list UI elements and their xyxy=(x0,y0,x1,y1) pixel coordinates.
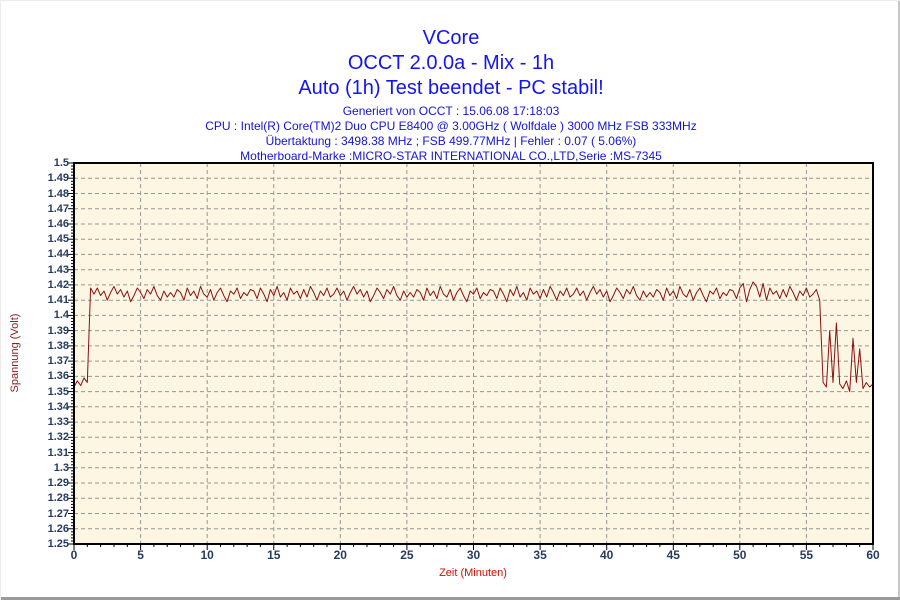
y-tick-label: 1.33 xyxy=(47,416,69,429)
y-tick-label: 1.45 xyxy=(47,233,69,246)
y-tick-label: 1.5 xyxy=(53,157,69,169)
x-tick-label: 25 xyxy=(400,548,414,562)
y-tick-label: 1.31 xyxy=(47,446,69,459)
x-tick-label: 20 xyxy=(333,548,347,562)
plot-area xyxy=(68,162,874,550)
x-tick-label: 50 xyxy=(733,548,747,562)
y-tick-label: 1.27 xyxy=(47,507,69,520)
y-tick-label: 1.37 xyxy=(47,355,69,368)
y-tick-label: 1.34 xyxy=(47,400,69,413)
chart-status-line: Auto (1h) Test beendet - PC stabil! xyxy=(298,77,604,99)
y-tick-label: 1.42 xyxy=(47,278,69,291)
x-tick-label: 35 xyxy=(533,548,547,562)
y-tick-label: 1.4 xyxy=(53,309,69,322)
window-border-right xyxy=(898,1,900,600)
y-tick-label: 1.38 xyxy=(47,339,69,352)
y-tick-label: 1.28 xyxy=(47,492,69,505)
info-line-generated: Generiert von OCCT : 15.06.08 17:18:03 xyxy=(342,104,560,118)
y-tick-label: 1.35 xyxy=(47,385,69,398)
y-tick-label: 1.32 xyxy=(47,431,69,444)
chart-subtitle: OCCT 2.0.0a - Mix - 1h xyxy=(347,52,555,74)
y-tick-label: 1.44 xyxy=(47,248,69,261)
info-line-overclock: Übertaktung : 3498.38 MHz ; FSB 499.77MH… xyxy=(265,134,637,148)
y-tick-label: 1.48 xyxy=(47,187,69,200)
x-tick-label: 60 xyxy=(866,548,880,562)
y-tick-label: 1.25 xyxy=(47,538,69,550)
x-tick-label: 0 xyxy=(70,548,78,562)
chart-title: VCore xyxy=(422,27,480,49)
x-axis-title: Zeit (Minuten) xyxy=(439,567,507,579)
y-tick-label: 1.49 xyxy=(47,172,69,185)
y-tick-label: 1.43 xyxy=(47,263,69,276)
y-tick-label: 1.46 xyxy=(47,218,69,230)
y-tick-label: 1.3 xyxy=(53,461,69,474)
x-tick-label: 5 xyxy=(137,548,144,562)
vcore-series-line xyxy=(73,281,874,393)
y-tick-label: 1.41 xyxy=(47,294,69,307)
x-tick-label: 30 xyxy=(466,548,481,562)
y-tick-label: 1.47 xyxy=(47,202,69,215)
x-tick-label: 15 xyxy=(267,548,281,562)
info-line-motherboard: Motherboard-Marke :MICRO-STAR INTERNATIO… xyxy=(240,149,662,163)
x-tick-label: 10 xyxy=(200,548,214,562)
info-line-cpu: CPU : Intel(R) Core(TM)2 Duo CPU E8400 @… xyxy=(205,119,697,133)
y-tick-label: 1.39 xyxy=(47,324,69,337)
window-border-bottom xyxy=(1,597,900,600)
y-tick-label: 1.36 xyxy=(47,370,69,383)
x-tick-label: 45 xyxy=(666,548,680,562)
x-tick-label: 40 xyxy=(600,548,614,562)
y-tick-label: 1.29 xyxy=(47,477,69,489)
x-tick-label: 55 xyxy=(799,548,814,562)
y-tick-label: 1.26 xyxy=(47,522,69,535)
